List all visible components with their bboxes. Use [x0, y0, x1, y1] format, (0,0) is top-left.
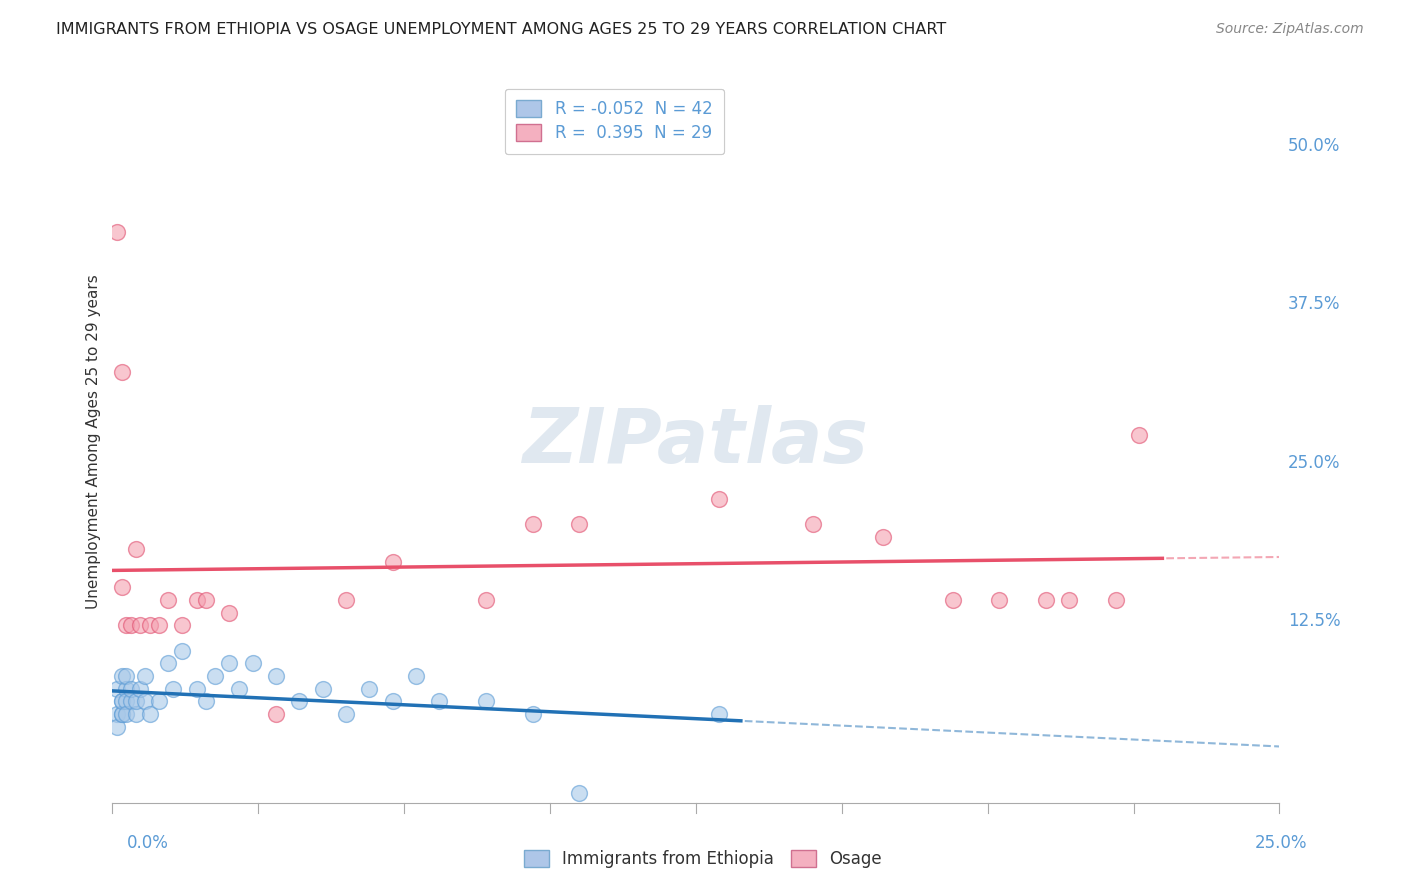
- Point: [288, 694, 311, 708]
- Point: [522, 516, 544, 531]
- Point: [115, 694, 138, 708]
- Point: [111, 694, 134, 708]
- Point: [522, 707, 544, 722]
- Point: [204, 669, 226, 683]
- Text: ZIPatlas: ZIPatlas: [523, 405, 869, 478]
- Point: [264, 669, 287, 683]
- Point: [162, 681, 184, 696]
- Point: [405, 669, 427, 683]
- Point: [111, 580, 134, 594]
- Text: 0.0%: 0.0%: [127, 834, 169, 852]
- Point: [115, 669, 138, 683]
- Point: [111, 365, 134, 379]
- Point: [475, 593, 498, 607]
- Point: [157, 593, 180, 607]
- Point: [172, 618, 194, 632]
- Legend: Immigrants from Ethiopia, Osage: Immigrants from Ethiopia, Osage: [517, 843, 889, 875]
- Point: [381, 694, 404, 708]
- Point: [105, 720, 128, 734]
- Point: [105, 226, 128, 240]
- Text: 25.0%: 25.0%: [1256, 834, 1308, 852]
- Point: [335, 707, 357, 722]
- Point: [115, 707, 138, 722]
- Point: [427, 694, 450, 708]
- Point: [129, 681, 152, 696]
- Point: [568, 516, 591, 531]
- Point: [125, 542, 148, 557]
- Point: [568, 786, 591, 800]
- Point: [311, 681, 333, 696]
- Point: [148, 618, 170, 632]
- Point: [111, 707, 134, 722]
- Point: [120, 618, 142, 632]
- Point: [120, 681, 142, 696]
- Point: [1035, 593, 1057, 607]
- Text: Source: ZipAtlas.com: Source: ZipAtlas.com: [1216, 22, 1364, 37]
- Point: [115, 618, 138, 632]
- Point: [242, 657, 264, 671]
- Point: [1128, 428, 1150, 442]
- Point: [801, 516, 824, 531]
- Point: [264, 707, 287, 722]
- Point: [186, 681, 208, 696]
- Point: [134, 694, 156, 708]
- Point: [194, 694, 217, 708]
- Point: [139, 707, 162, 722]
- Point: [125, 707, 148, 722]
- Point: [134, 669, 156, 683]
- Point: [335, 593, 357, 607]
- Point: [942, 593, 965, 607]
- Point: [709, 491, 731, 506]
- Point: [105, 681, 128, 696]
- Point: [111, 669, 134, 683]
- Point: [872, 530, 894, 544]
- Point: [194, 593, 217, 607]
- Point: [381, 555, 404, 569]
- Point: [988, 593, 1011, 607]
- Point: [1105, 593, 1128, 607]
- Point: [228, 681, 250, 696]
- Point: [111, 694, 134, 708]
- Legend: R = -0.052  N = 42, R =  0.395  N = 29: R = -0.052 N = 42, R = 0.395 N = 29: [505, 88, 724, 154]
- Point: [111, 707, 134, 722]
- Point: [105, 707, 128, 722]
- Point: [186, 593, 208, 607]
- Text: IMMIGRANTS FROM ETHIOPIA VS OSAGE UNEMPLOYMENT AMONG AGES 25 TO 29 YEARS CORRELA: IMMIGRANTS FROM ETHIOPIA VS OSAGE UNEMPL…: [56, 22, 946, 37]
- Point: [172, 643, 194, 657]
- Point: [475, 694, 498, 708]
- Y-axis label: Unemployment Among Ages 25 to 29 years: Unemployment Among Ages 25 to 29 years: [86, 274, 101, 609]
- Point: [1059, 593, 1081, 607]
- Point: [120, 694, 142, 708]
- Point: [125, 694, 148, 708]
- Point: [218, 606, 240, 620]
- Point: [148, 694, 170, 708]
- Point: [157, 657, 180, 671]
- Point: [129, 618, 152, 632]
- Point: [709, 707, 731, 722]
- Point: [359, 681, 381, 696]
- Point: [115, 681, 138, 696]
- Point: [218, 657, 240, 671]
- Point: [139, 618, 162, 632]
